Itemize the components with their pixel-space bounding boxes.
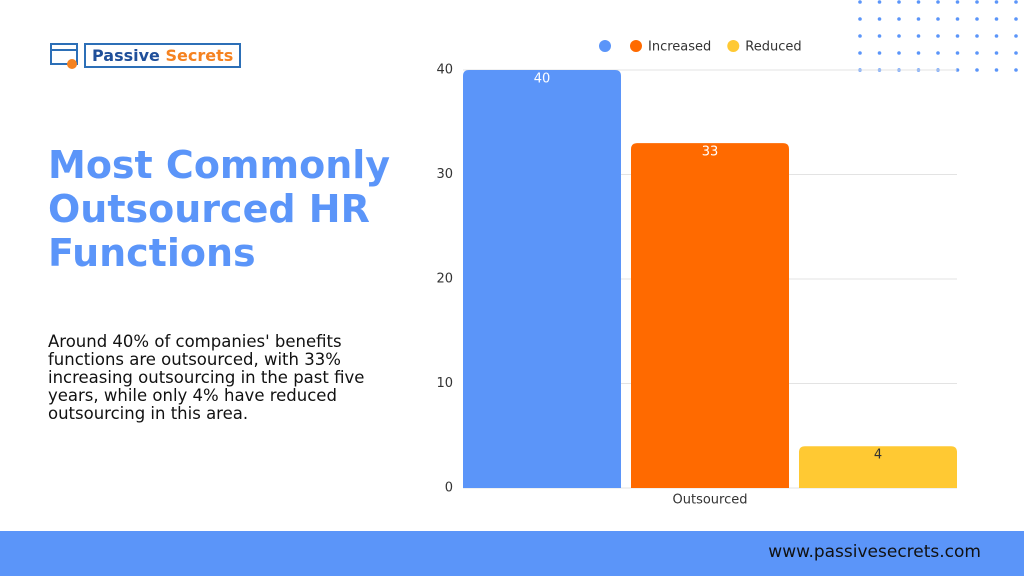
y-tick-label: 10 [436, 376, 453, 391]
logo-text: Passive [92, 46, 160, 65]
legend-marker [599, 40, 611, 52]
data-label: 4 [874, 448, 882, 463]
x-tick-label: Outsourced [673, 493, 748, 508]
y-tick-label: 0 [445, 481, 453, 496]
y-tick-label: 40 [436, 63, 453, 78]
y-tick-label: 30 [436, 167, 453, 182]
logo-text: Secrets [165, 46, 234, 65]
bar [631, 143, 789, 488]
legend-label: Increased [648, 40, 711, 55]
y-tick-label: 20 [436, 272, 453, 287]
description: Around 40% of companies' benefits functi… [48, 332, 365, 423]
logo-icon [50, 43, 78, 69]
legend-label: Reduced [745, 40, 801, 55]
footer-url: www.passivesecrets.com [768, 542, 981, 562]
logo: Passive Secrets [84, 43, 242, 68]
dot-pattern [848, 0, 1024, 75]
legend-marker [630, 40, 642, 52]
bar [463, 70, 621, 488]
footer: www.passivesecrets.com [0, 531, 1024, 576]
bar [799, 446, 957, 488]
data-label: 33 [702, 145, 719, 160]
legend-marker [727, 40, 740, 52]
heading: Most Commonly Outsourced HR Functions [48, 143, 391, 275]
chart: 0 10 20 30 40 Increased Reduced Outsourced 40 33 4 [50, 0, 1024, 508]
data-label: 40 [534, 72, 551, 87]
